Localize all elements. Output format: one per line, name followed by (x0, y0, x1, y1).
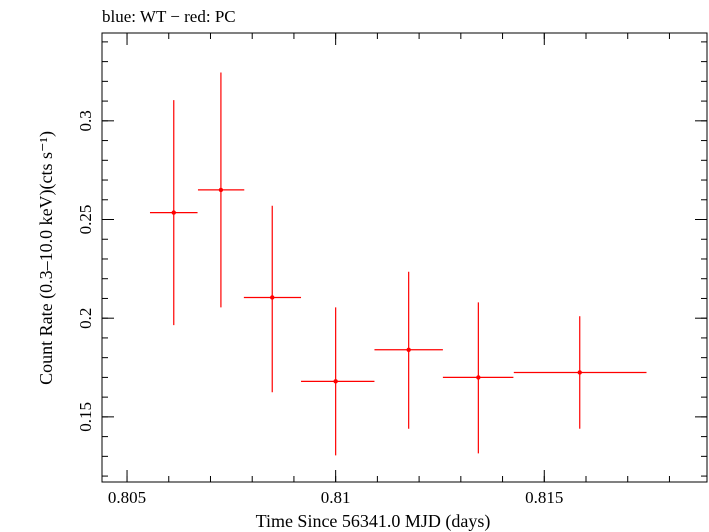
tick-labels: 0.805 0.81 0.815 0.15 0.2 0.25 0.3 (76, 110, 563, 507)
data-marker (577, 370, 582, 375)
data-point (513, 316, 647, 429)
chart-title: blue: WT − red: PC (102, 7, 236, 26)
y-tick-label: 0.15 (76, 402, 95, 432)
y-tick-label: 0.3 (76, 110, 95, 131)
data-marker (270, 295, 275, 300)
data-point (197, 72, 245, 308)
x-axis-label: Time Since 56341.0 MJD (days) (256, 511, 491, 532)
data-point (442, 302, 514, 454)
data-marker (171, 210, 176, 215)
data-point (243, 205, 302, 393)
axis-ticks (102, 33, 707, 482)
data-marker (333, 379, 338, 384)
x-tick-label: 0.815 (525, 488, 563, 507)
data-point (301, 307, 375, 456)
y-tick-label: 0.2 (76, 308, 95, 329)
data-marker (406, 347, 411, 352)
data-point (149, 100, 198, 326)
x-tick-label: 0.81 (321, 488, 351, 507)
data-marker (218, 187, 224, 193)
data-points (149, 72, 647, 456)
data-point (374, 271, 443, 429)
plot-frame (101, 32, 708, 483)
x-tick-label: 0.805 (108, 488, 146, 507)
y-axis-label: Count Rate (0.3–10.0 keV)(cts s⁻¹) (36, 131, 57, 385)
y-tick-label: 0.25 (76, 205, 95, 235)
data-marker (476, 375, 481, 380)
